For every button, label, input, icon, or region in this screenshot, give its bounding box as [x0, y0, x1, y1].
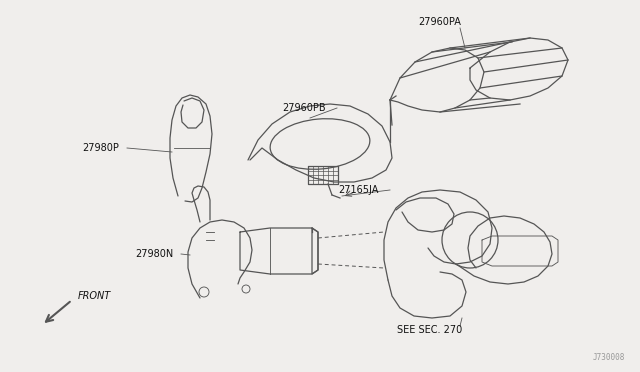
Text: 27960PB: 27960PB [282, 103, 326, 113]
Text: FRONT: FRONT [78, 291, 111, 301]
Text: 27960PA: 27960PA [419, 17, 461, 27]
Text: SEE SEC. 270: SEE SEC. 270 [397, 325, 463, 335]
Text: 27980P: 27980P [82, 143, 119, 153]
Text: 27980N: 27980N [135, 249, 173, 259]
Text: J730008: J730008 [593, 353, 625, 362]
Text: 27165JA: 27165JA [338, 185, 378, 195]
